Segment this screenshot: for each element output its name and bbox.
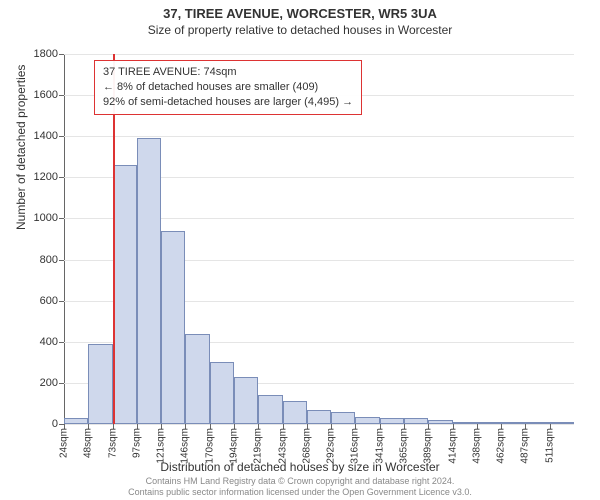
- ytick-mark: [59, 383, 64, 384]
- y-axis-label: Number of detached properties: [14, 65, 28, 230]
- ytick-label: 0: [52, 418, 58, 430]
- xtick-label: 24sqm: [59, 428, 70, 458]
- histogram-bar: [355, 417, 379, 424]
- histogram-bar: [380, 418, 404, 424]
- callout-line-3: 92% of semi-detached houses are larger (…: [103, 95, 353, 110]
- x-axis-label: Distribution of detached houses by size …: [0, 460, 600, 474]
- xtick-label: 462sqm: [496, 428, 507, 464]
- histogram-bar: [161, 231, 185, 424]
- ytick-mark: [59, 136, 64, 137]
- ytick-mark: [59, 218, 64, 219]
- ytick-mark: [59, 301, 64, 302]
- histogram-bar: [283, 401, 307, 424]
- histogram-bar: [331, 412, 355, 424]
- xtick-label: 121sqm: [156, 428, 167, 464]
- ytick-mark: [59, 54, 64, 55]
- histogram-bar: [137, 138, 161, 424]
- ytick-label: 200: [40, 377, 58, 389]
- histogram-bar: [453, 422, 477, 424]
- ytick-label: 400: [40, 336, 58, 348]
- y-axis-line: [64, 54, 65, 424]
- attribution-line-1: Contains HM Land Registry data © Crown c…: [0, 476, 600, 487]
- histogram-bar: [525, 422, 549, 424]
- marker-callout: 37 TIREE AVENUE: 74sqm ← 8% of detached …: [94, 60, 362, 115]
- chart-title-address: 37, TIREE AVENUE, WORCESTER, WR5 3UA: [0, 6, 600, 21]
- xtick-label: 365sqm: [399, 428, 410, 464]
- xtick-label: 414sqm: [447, 428, 458, 464]
- xtick-label: 170sqm: [204, 428, 215, 464]
- xtick-label: 73sqm: [107, 428, 118, 458]
- gridline: [64, 54, 574, 55]
- xtick-label: 48sqm: [83, 428, 94, 458]
- histogram-bar: [404, 418, 428, 424]
- callout-line-2: ← 8% of detached houses are smaller (409…: [103, 80, 353, 95]
- xtick-label: 194sqm: [229, 428, 240, 464]
- ytick-label: 1600: [34, 89, 58, 101]
- xtick-label: 438sqm: [471, 428, 482, 464]
- xtick-label: 268sqm: [301, 428, 312, 464]
- histogram-bar: [234, 377, 258, 424]
- histogram-bar: [477, 422, 501, 424]
- xtick-label: 316sqm: [350, 428, 361, 464]
- ytick-label: 800: [40, 254, 58, 266]
- histogram-bar: [210, 362, 234, 424]
- ytick-label: 1200: [34, 171, 58, 183]
- xtick-label: 243sqm: [277, 428, 288, 464]
- ytick-mark: [59, 260, 64, 261]
- histogram-bar: [113, 165, 137, 424]
- callout-line-1: 37 TIREE AVENUE: 74sqm: [103, 65, 353, 80]
- histogram-bar: [307, 410, 331, 424]
- histogram-bar: [428, 420, 452, 424]
- xtick-label: 146sqm: [180, 428, 191, 464]
- chart-title-subtitle: Size of property relative to detached ho…: [0, 23, 600, 37]
- xtick-label: 341sqm: [374, 428, 385, 464]
- histogram-bar: [185, 334, 209, 424]
- ytick-label: 1400: [34, 130, 58, 142]
- ytick-mark: [59, 177, 64, 178]
- chart-title-block: 37, TIREE AVENUE, WORCESTER, WR5 3UA Siz…: [0, 0, 600, 37]
- ytick-mark: [59, 95, 64, 96]
- histogram-bar: [501, 422, 525, 424]
- xtick-label: 487sqm: [520, 428, 531, 464]
- attribution-block: Contains HM Land Registry data © Crown c…: [0, 476, 600, 498]
- ytick-label: 1800: [34, 48, 58, 60]
- xtick-label: 389sqm: [423, 428, 434, 464]
- histogram-bar: [550, 422, 574, 424]
- xtick-label: 511sqm: [544, 428, 555, 463]
- histogram-bar: [88, 344, 112, 424]
- chart-area: 02004006008001000120014001600180024sqm48…: [64, 54, 574, 424]
- gridline: [64, 136, 574, 137]
- xtick-label: 219sqm: [253, 428, 264, 464]
- histogram-bar: [258, 395, 282, 424]
- attribution-line-2: Contains public sector information licen…: [0, 487, 600, 498]
- ytick-label: 600: [40, 295, 58, 307]
- gridline: [64, 424, 574, 425]
- xtick-label: 292sqm: [326, 428, 337, 464]
- ytick-mark: [59, 342, 64, 343]
- histogram-bar: [64, 418, 88, 424]
- ytick-label: 1000: [34, 212, 58, 224]
- xtick-label: 97sqm: [131, 428, 142, 458]
